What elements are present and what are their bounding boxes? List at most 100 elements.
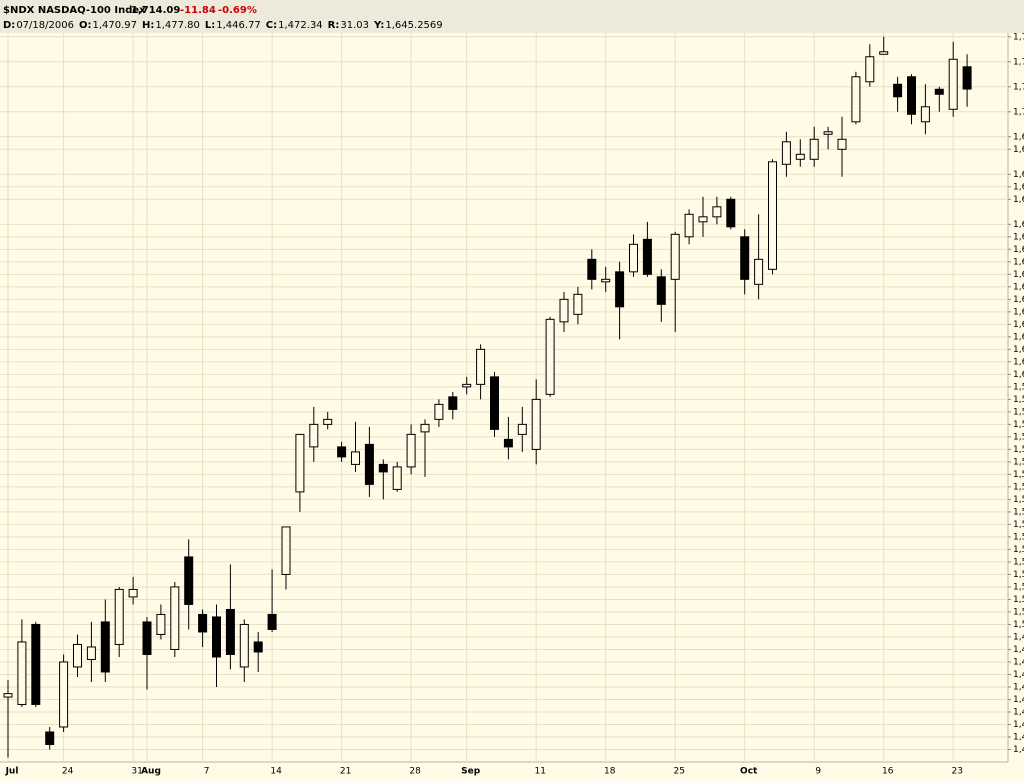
info-value: 1,470.97 (92, 20, 137, 31)
candle-body (128, 588, 138, 598)
y-tick-label: 1,575 (1013, 432, 1024, 442)
x-tick-label: 7 (204, 767, 210, 777)
candle-body (865, 56, 875, 83)
info-value: 31.03 (340, 20, 369, 31)
candle-body (114, 588, 124, 645)
candle-body (73, 643, 82, 668)
candle-body (879, 51, 889, 55)
y-tick-label: 1,645 (1013, 257, 1024, 267)
candle-body (156, 613, 166, 635)
x-tick-label: 31 (131, 767, 142, 777)
change: -11.84 (180, 5, 216, 16)
candle-body (392, 466, 402, 490)
last-price: 1,714.09 (131, 5, 180, 16)
grid (0, 33, 1008, 762)
candle-body (59, 661, 69, 728)
candle-body (962, 66, 972, 90)
candle-body (670, 233, 680, 280)
candle-body (434, 403, 444, 420)
candle-body (573, 293, 583, 315)
candle-body (587, 258, 597, 280)
candle-body (907, 76, 916, 115)
candle-body (448, 396, 458, 410)
x-tick-label: Aug (141, 767, 161, 777)
y-tick-label: 1,560 (1013, 470, 1024, 480)
candle-body (809, 138, 819, 160)
y-tick-label: 1,555 (1013, 482, 1024, 492)
candle-body (31, 623, 41, 705)
info-value: 1,446.77 (216, 20, 261, 31)
candle-body (615, 271, 625, 308)
y-tick-label: 1,550 (1013, 495, 1024, 505)
y-tick-label: 1,480 (1013, 670, 1024, 680)
candle-body (545, 318, 555, 395)
candle-body (17, 641, 27, 705)
candle-body (698, 216, 708, 223)
y-tick-label: 1,615 (1013, 332, 1024, 342)
x-tick-label: 25 (673, 767, 684, 777)
y-tick-label: 1,475 (1013, 682, 1024, 692)
header-bar (0, 0, 1024, 33)
y-tick-label: 1,650 (1013, 245, 1024, 255)
y-tick-label: 1,580 (1013, 420, 1024, 430)
y-tick-label: 1,465 (1013, 707, 1024, 717)
y-tick-label: 1,490 (1013, 645, 1024, 655)
info-value: 1,645.2569 (385, 20, 442, 31)
candle-body (642, 238, 652, 275)
candle-body (337, 446, 347, 458)
y-tick-label: 1,540 (1013, 520, 1024, 530)
candle-body (281, 526, 291, 575)
y-tick-label: 1,460 (1013, 720, 1024, 730)
y-tick-label: 1,705 (1013, 107, 1024, 117)
candle-body (3, 693, 13, 698)
candle-body (170, 586, 180, 650)
y-tick-label: 1,600 (1013, 370, 1024, 380)
y-tick-label: 1,695 (1013, 132, 1024, 142)
candle-body (920, 106, 930, 123)
y-tick-label: 1,510 (1013, 595, 1024, 605)
info-label: D: (3, 20, 15, 31)
y-tick-label: 1,565 (1013, 457, 1024, 467)
candle-body (837, 138, 847, 150)
y-tick-label: 1,620 (1013, 320, 1024, 330)
y-tick-label: 1,660 (1013, 220, 1024, 230)
candle-body (45, 731, 55, 745)
y-tick-label: 1,725 (1013, 57, 1024, 67)
candle-body (323, 418, 333, 425)
x-tick-label: Oct (740, 767, 758, 777)
candle-body (267, 613, 277, 630)
info-value: 1,472.34 (278, 20, 323, 31)
x-tick-label: 21 (340, 767, 351, 777)
candle-body (100, 621, 110, 673)
y-tick-label: 1,640 (1013, 270, 1024, 280)
y-tick-label: 1,455 (1013, 732, 1024, 742)
info-label: H: (142, 20, 154, 31)
candle-body (295, 433, 305, 493)
info-label: L: (205, 20, 215, 31)
candle-body (490, 376, 499, 430)
y-tick-label: 1,545 (1013, 507, 1024, 517)
candle-body (351, 451, 360, 465)
candle-body (893, 83, 903, 98)
candle-body (420, 423, 430, 433)
candle-body (378, 463, 388, 473)
candle-body (684, 213, 694, 238)
candle-body (198, 613, 208, 633)
candle-body (656, 276, 666, 305)
x-tick-label: 28 (409, 767, 421, 777)
y-tick-label: 1,610 (1013, 345, 1024, 355)
candle-body (531, 398, 541, 450)
info-label: R: (328, 20, 340, 31)
y-tick-label: 1,625 (1013, 307, 1024, 317)
y-tick-label: 1,495 (1013, 632, 1024, 642)
x-tick-label: 24 (62, 767, 74, 777)
candle-body (948, 58, 958, 110)
candle-body (823, 131, 833, 135)
candle-body (476, 348, 486, 385)
info-label: C: (266, 20, 277, 31)
candle-body (253, 641, 263, 653)
y-tick-label: 1,450 (1013, 745, 1024, 755)
candle-body (225, 608, 235, 655)
